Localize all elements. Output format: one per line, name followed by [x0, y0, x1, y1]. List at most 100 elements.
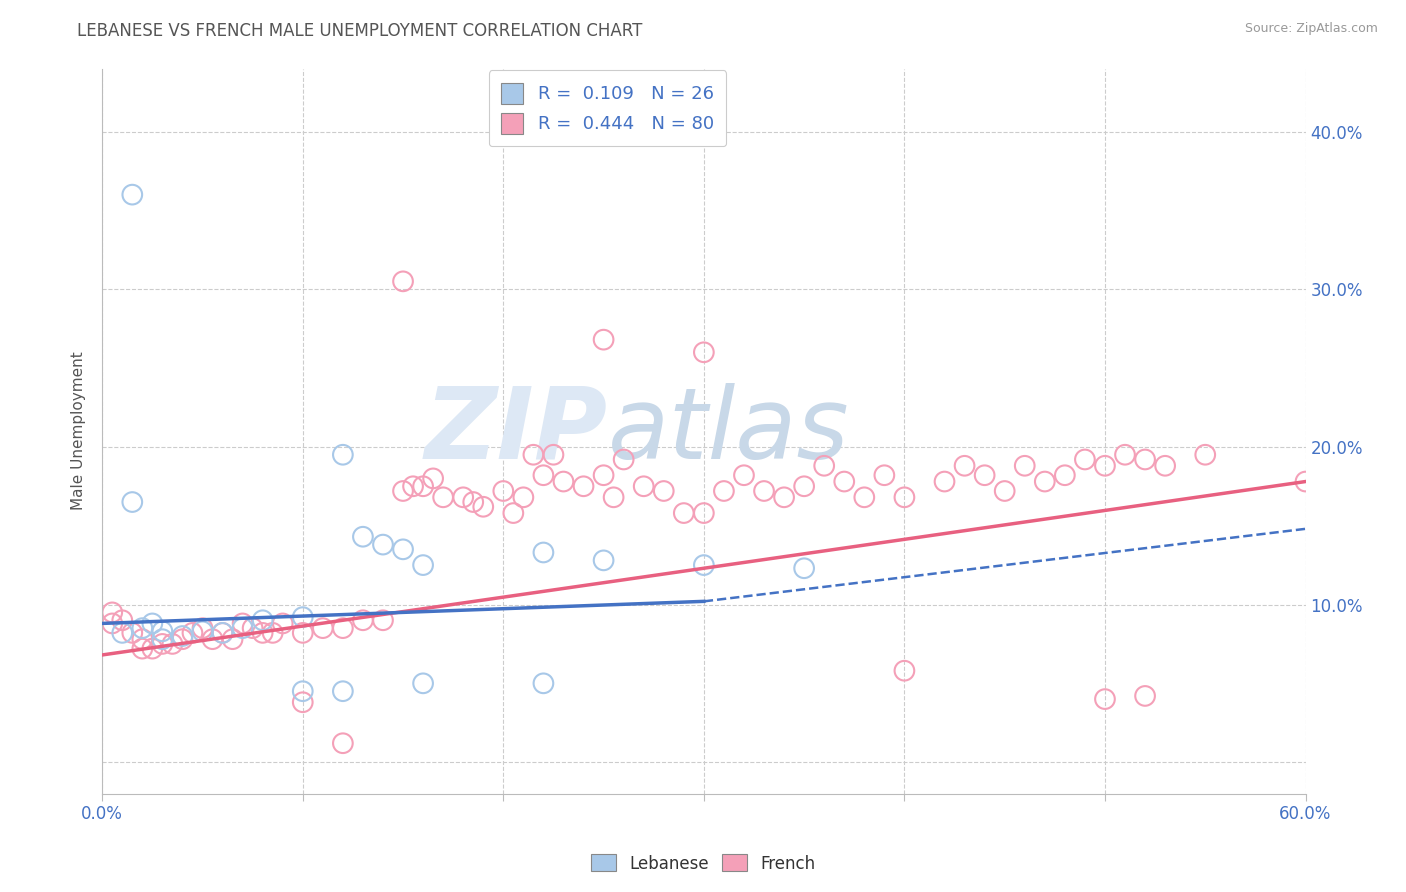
- Point: [533, 468, 555, 483]
- Point: [392, 542, 415, 557]
- Point: [502, 506, 524, 520]
- Point: [1074, 452, 1097, 467]
- Point: [1133, 452, 1156, 467]
- Point: [181, 626, 204, 640]
- Point: [733, 468, 755, 483]
- Point: [232, 621, 254, 635]
- Point: [101, 606, 124, 620]
- Point: [172, 632, 194, 647]
- Point: [773, 491, 796, 505]
- Point: [463, 495, 485, 509]
- Point: [1014, 458, 1036, 473]
- Point: [262, 626, 284, 640]
- Point: [101, 616, 124, 631]
- Point: [271, 616, 294, 631]
- Point: [652, 483, 675, 498]
- Point: [512, 491, 534, 505]
- Point: [371, 613, 394, 627]
- Point: [252, 626, 274, 640]
- Point: [793, 479, 815, 493]
- Point: [592, 553, 614, 567]
- Point: [412, 479, 434, 493]
- Point: [793, 561, 815, 575]
- Point: [111, 626, 134, 640]
- Point: [252, 613, 274, 627]
- Point: [693, 558, 716, 573]
- Point: [893, 664, 915, 678]
- Text: Source: ZipAtlas.com: Source: ZipAtlas.com: [1244, 22, 1378, 36]
- Point: [291, 610, 314, 624]
- Point: [1133, 689, 1156, 703]
- Point: [332, 736, 354, 750]
- Point: [451, 491, 474, 505]
- Legend: R =  0.109   N = 26, R =  0.444   N = 80: R = 0.109 N = 26, R = 0.444 N = 80: [489, 70, 727, 146]
- Point: [352, 613, 374, 627]
- Point: [592, 468, 614, 483]
- Point: [472, 500, 495, 514]
- Point: [150, 637, 173, 651]
- Point: [693, 506, 716, 520]
- Point: [121, 626, 143, 640]
- Point: [211, 626, 233, 640]
- Point: [713, 483, 735, 498]
- Point: [402, 479, 425, 493]
- Point: [121, 495, 143, 509]
- Point: [422, 471, 444, 485]
- Text: atlas: atlas: [607, 383, 849, 480]
- Point: [131, 621, 153, 635]
- Point: [953, 458, 976, 473]
- Point: [533, 545, 555, 559]
- Point: [613, 452, 636, 467]
- Point: [973, 468, 995, 483]
- Point: [1033, 475, 1056, 489]
- Point: [131, 632, 153, 647]
- Point: [352, 530, 374, 544]
- Point: [211, 626, 233, 640]
- Point: [150, 624, 173, 639]
- Point: [291, 695, 314, 709]
- Point: [1194, 448, 1216, 462]
- Point: [693, 345, 716, 359]
- Point: [141, 641, 163, 656]
- Point: [592, 333, 614, 347]
- Point: [312, 621, 335, 635]
- Point: [131, 641, 153, 656]
- Point: [1094, 692, 1116, 706]
- Point: [853, 491, 876, 505]
- Point: [1094, 458, 1116, 473]
- Point: [522, 448, 544, 462]
- Point: [893, 491, 915, 505]
- Point: [633, 479, 655, 493]
- Point: [832, 475, 855, 489]
- Point: [201, 632, 224, 647]
- Point: [332, 621, 354, 635]
- Point: [172, 629, 194, 643]
- Point: [392, 274, 415, 288]
- Legend: Lebanese, French: Lebanese, French: [583, 847, 823, 880]
- Point: [813, 458, 835, 473]
- Point: [602, 491, 624, 505]
- Point: [121, 187, 143, 202]
- Point: [672, 506, 695, 520]
- Point: [191, 624, 214, 639]
- Point: [392, 483, 415, 498]
- Point: [412, 558, 434, 573]
- Point: [332, 448, 354, 462]
- Point: [432, 491, 454, 505]
- Point: [533, 676, 555, 690]
- Point: [492, 483, 515, 498]
- Point: [191, 621, 214, 635]
- Point: [553, 475, 575, 489]
- Y-axis label: Male Unemployment: Male Unemployment: [72, 351, 86, 510]
- Point: [1114, 448, 1136, 462]
- Point: [572, 479, 595, 493]
- Point: [873, 468, 896, 483]
- Point: [162, 637, 184, 651]
- Point: [752, 483, 775, 498]
- Text: ZIP: ZIP: [425, 383, 607, 480]
- Point: [141, 616, 163, 631]
- Point: [934, 475, 956, 489]
- Point: [221, 632, 243, 647]
- Point: [232, 616, 254, 631]
- Point: [242, 621, 264, 635]
